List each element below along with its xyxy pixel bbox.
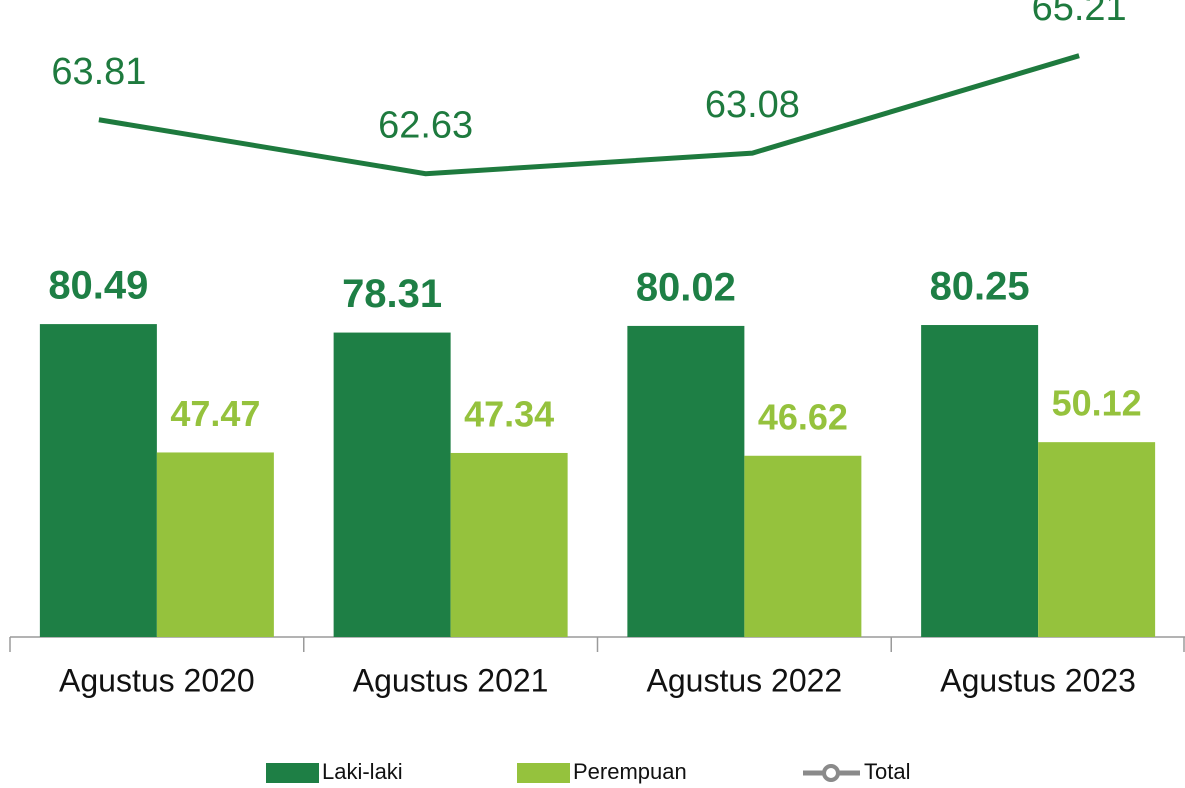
legend-swatch bbox=[517, 763, 570, 783]
data-label: 80.49 bbox=[48, 264, 148, 308]
legend-label: Laki-laki bbox=[322, 759, 403, 784]
line-label: 65.21 bbox=[1032, 0, 1127, 29]
legend-marker bbox=[822, 764, 840, 782]
data-label: 50.12 bbox=[1052, 383, 1142, 424]
bar bbox=[333, 332, 451, 637]
legend-swatch bbox=[266, 763, 319, 783]
bar bbox=[156, 452, 274, 637]
line-label: 62.63 bbox=[378, 105, 473, 147]
data-label: 80.02 bbox=[636, 265, 736, 309]
bar bbox=[627, 325, 745, 637]
bar bbox=[1038, 442, 1156, 637]
bar bbox=[39, 324, 157, 637]
x-tick-label: Agustus 2021 bbox=[353, 662, 549, 698]
line bbox=[98, 53, 1080, 177]
bar bbox=[450, 452, 568, 637]
x-tick-label: Agustus 2022 bbox=[647, 662, 843, 698]
legend-label: Total bbox=[864, 759, 910, 784]
bar bbox=[744, 455, 862, 637]
data-label: 80.25 bbox=[930, 265, 1030, 309]
x-tick-label: Agustus 2020 bbox=[59, 662, 255, 698]
data-label: 46.62 bbox=[758, 396, 848, 437]
line-label: 63.81 bbox=[51, 51, 146, 93]
x-tick-label: Agustus 2023 bbox=[940, 662, 1136, 698]
line-label: 63.08 bbox=[705, 84, 800, 126]
data-label: 78.31 bbox=[342, 272, 442, 316]
data-label: 47.34 bbox=[464, 393, 554, 434]
data-label: 47.47 bbox=[170, 393, 260, 434]
legend-label: Perempuan bbox=[573, 759, 687, 784]
bar bbox=[921, 325, 1039, 637]
